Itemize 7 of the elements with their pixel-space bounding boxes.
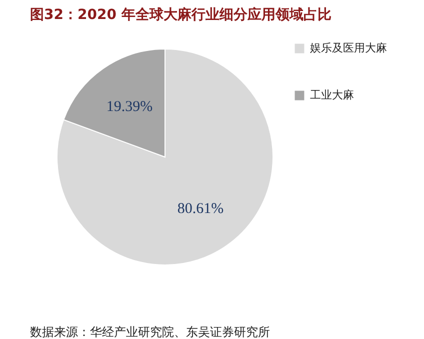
pie-slice [56, 48, 274, 266]
legend-label: 娱乐及医用大麻 [310, 42, 387, 54]
source-note: 数据来源：华经产业研究院、东吴证券研究所 [30, 325, 270, 339]
chart-title: 图32：2020 年全球大麻行业细分应用领域占比 [30, 6, 332, 23]
data-label: 19.39% [106, 99, 153, 116]
legend-label: 工业大麻 [310, 88, 354, 102]
data-label: 80.61% [177, 200, 224, 217]
